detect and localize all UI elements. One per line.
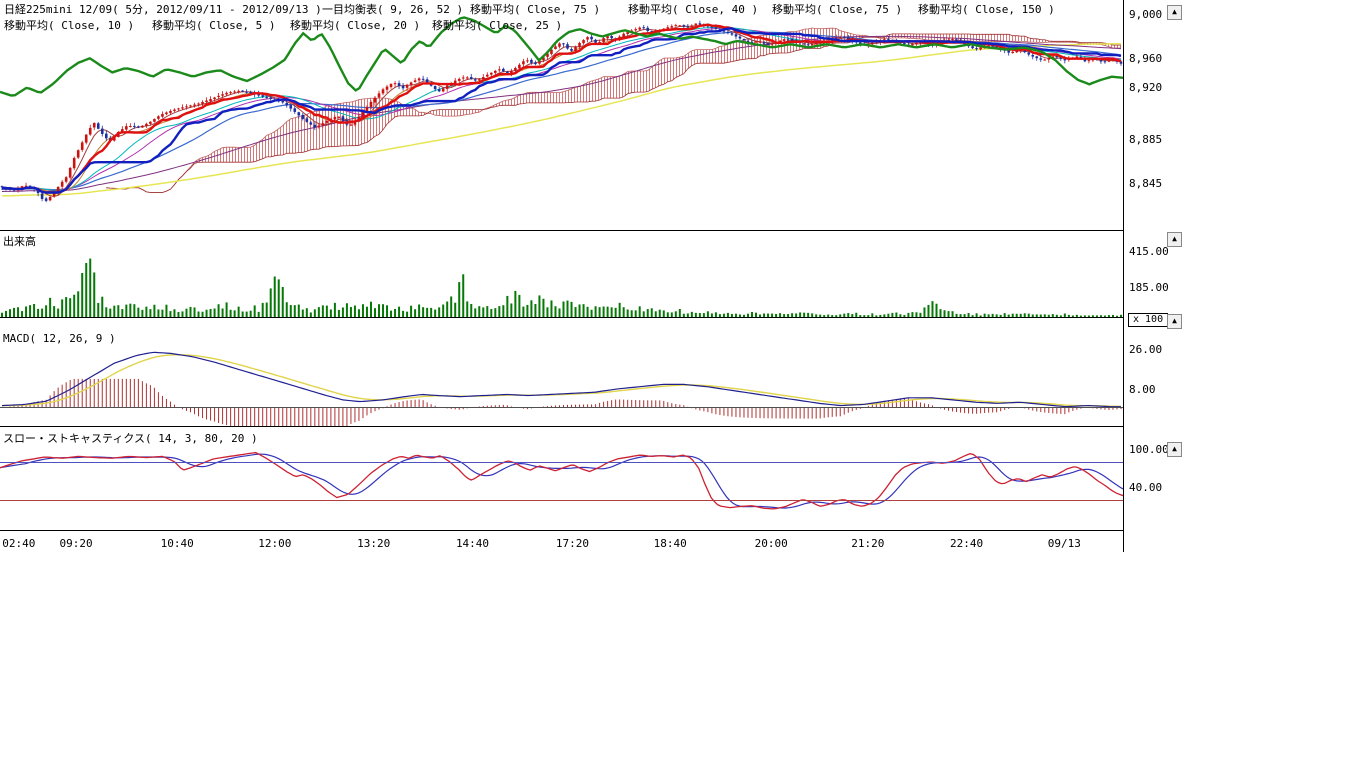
chart-title: 日経225mini 12/09( 5分, 2012/09/11 - 2012/0… (4, 3, 322, 16)
price-tick-label: 8,920 (1129, 81, 1162, 94)
volume-tick-label: 415.00 (1129, 245, 1169, 258)
time-tick-label: 13:20 (357, 537, 390, 550)
indicator-label-ma150: 移動平均( Close, 150 ) (918, 3, 1055, 16)
macd-scroll-up-button[interactable]: ▲ (1167, 314, 1182, 329)
price-tick-label: 9,000 (1129, 8, 1162, 21)
time-tick-label: 02:40 (2, 537, 35, 550)
time-tick-label: 18:40 (654, 537, 687, 550)
time-tick-label: 17:20 (556, 537, 589, 550)
indicator-label-ichimoku: 一目均衡表( 9, 26, 52 ) (322, 3, 463, 16)
time-tick-label: 10:40 (161, 537, 194, 550)
indicator-label-ma10: 移動平均( Close, 10 ) (4, 19, 134, 32)
time-tick-label: 22:40 (950, 537, 983, 550)
price-tick-label: 8,885 (1129, 133, 1162, 146)
macd-panel-label: MACD( 12, 26, 9 ) (3, 332, 116, 345)
macd-tick-label: 26.00 (1129, 343, 1162, 356)
stoch-tick-label: 40.00 (1129, 481, 1162, 494)
time-tick-label: 21:20 (851, 537, 884, 550)
time-tick-label: 12:00 (258, 537, 291, 550)
trading-chart-app: 日経225mini 12/09( 5分, 2012/09/11 - 2012/0… (0, 0, 1366, 768)
stoch-tick-label: 100.00 (1129, 443, 1169, 456)
price-tick-label: 8,845 (1129, 177, 1162, 190)
macd-tick-label: 8.00 (1129, 383, 1156, 396)
time-tick-label: 14:40 (456, 537, 489, 550)
multiplier-badge: x 100 (1128, 313, 1168, 327)
volume-tick-label: 185.00 (1129, 281, 1169, 294)
volume-scroll-up-button[interactable]: ▲ (1167, 232, 1182, 247)
indicator-label-ma40: 移動平均( Close, 40 ) (628, 3, 758, 16)
indicator-label-ma75: 移動平均( Close, 75 ) (470, 3, 600, 16)
indicator-label-ma20: 移動平均( Close, 20 ) (290, 19, 420, 32)
chart-canvas (0, 0, 1366, 768)
indicator-label-ma5: 移動平均( Close, 5 ) (152, 19, 275, 32)
volume-panel-label: 出来高 (3, 233, 36, 249)
time-tick-label: 09/13 (1048, 537, 1081, 550)
stoch-scroll-up-button[interactable]: ▲ (1167, 442, 1182, 457)
indicator-label-ma25: 移動平均( Close, 25 ) (432, 19, 562, 32)
price-tick-label: 8,960 (1129, 52, 1162, 65)
price-scroll-up-button[interactable]: ▲ (1167, 5, 1182, 20)
time-tick-label: 20:00 (755, 537, 788, 550)
time-tick-label: 09:20 (60, 537, 93, 550)
stoch-panel-label: スロー・ストキャスティクス( 14, 3, 80, 20 ) (3, 430, 258, 446)
indicator-label-ma75b: 移動平均( Close, 75 ) (772, 3, 902, 16)
